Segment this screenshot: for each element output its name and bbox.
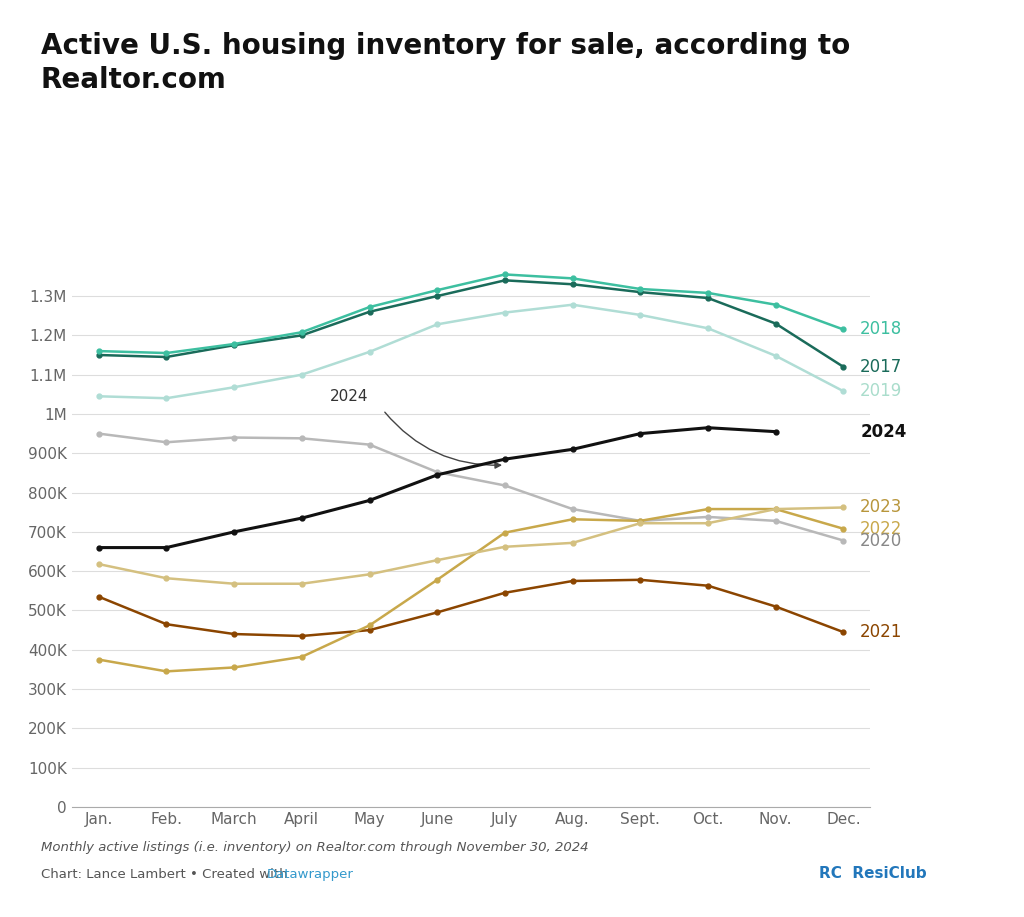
Text: 2021: 2021 xyxy=(860,623,902,641)
Text: 2020: 2020 xyxy=(860,532,902,549)
Text: RC  ResiClub: RC ResiClub xyxy=(819,867,927,881)
Text: 2024: 2024 xyxy=(860,423,906,441)
Text: Chart: Lance Lambert • Created with: Chart: Lance Lambert • Created with xyxy=(41,868,292,881)
Text: 2022: 2022 xyxy=(860,520,902,537)
Text: Active U.S. housing inventory for sale, according to
Realtor.com: Active U.S. housing inventory for sale, … xyxy=(41,32,850,94)
Text: Monthly active listings (i.e. inventory) on Realtor.com through November 30, 202: Monthly active listings (i.e. inventory)… xyxy=(41,841,589,854)
Text: 2018: 2018 xyxy=(860,320,902,338)
Text: Datawrapper: Datawrapper xyxy=(267,868,354,881)
Text: 2023: 2023 xyxy=(860,499,902,516)
Text: 2017: 2017 xyxy=(860,358,902,376)
Text: 2019: 2019 xyxy=(860,382,902,400)
Text: 2024: 2024 xyxy=(330,389,369,404)
